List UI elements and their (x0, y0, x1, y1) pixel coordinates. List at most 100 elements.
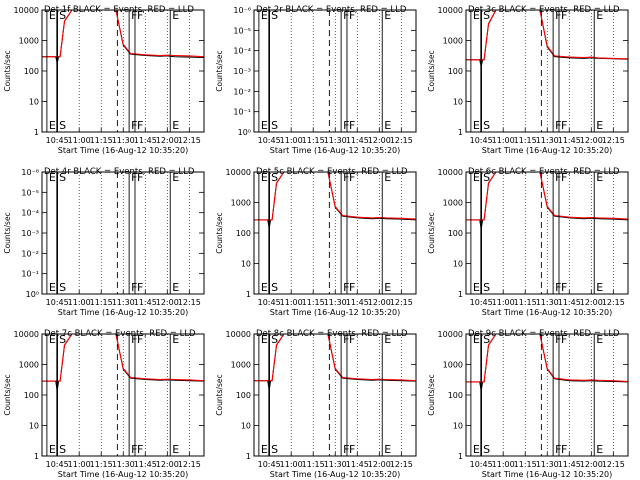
x-tick-label: 12:00 (580, 136, 603, 145)
x-tick-label: 11:30 (324, 460, 347, 469)
plot-frame (253, 171, 417, 295)
x-tick-label: 11:45 (346, 298, 369, 307)
marker-label-top: F (561, 333, 567, 346)
marker-label-bottom: S (483, 281, 490, 294)
x-tick-label: 11:15 (90, 298, 113, 307)
y-tick-label: 10⁻⁴ (21, 209, 39, 218)
x-tick-label: 12:15 (390, 136, 413, 145)
x-tick-label: 11:45 (134, 460, 157, 469)
marker-label-bottom: S (483, 443, 490, 456)
marker-label-top: F (131, 9, 137, 22)
marker-label-bottom: F (131, 443, 137, 456)
x-tick-label: 11:15 (514, 136, 537, 145)
marker-label-bottom: S (271, 281, 278, 294)
y-tick-label: 10 (241, 422, 251, 431)
series-group (42, 334, 204, 456)
marker-label-top: F (343, 171, 349, 184)
x-tick-label: 11:45 (346, 460, 369, 469)
marker-label-bottom: S (59, 281, 66, 294)
y-tick-label: 10⁻² (233, 87, 251, 96)
x-tick-label: 11:15 (302, 136, 325, 145)
x-tick-label: 11:30 (112, 136, 135, 145)
y-tick-label: 10 (453, 98, 463, 107)
y-tick-label: 10⁻⁴ (233, 47, 251, 56)
marker-label-bottom: E (172, 443, 179, 456)
x-tick-label: 12:00 (156, 136, 179, 145)
y-tick-label: 10⁻³ (233, 67, 251, 76)
marker-label-top: F (561, 9, 567, 22)
marker-label-bottom: F (349, 119, 355, 132)
marker-label-top: F (555, 9, 561, 22)
x-tick-label: 11:30 (536, 298, 559, 307)
series-group (258, 10, 383, 132)
y-tick-label: 10000 (438, 168, 463, 177)
marker-label-top: F (349, 333, 355, 346)
x-tick-label: 11:45 (558, 460, 581, 469)
marker-label-top: E (172, 9, 179, 22)
y-tick-label: 10⁻⁵ (21, 188, 39, 197)
marker-label-top: E (384, 333, 391, 346)
panel-title: Det 5c BLACK = Events, RED = LLD (256, 167, 408, 177)
y-tick-label: 1 (34, 452, 39, 461)
y-tick-label: 100 (24, 67, 39, 76)
x-axis-label: Start Time (16-Aug-12 10:35:20) (58, 146, 189, 155)
x-tick-label: 11:00 (68, 298, 91, 307)
x-tick-label: 12:15 (602, 460, 625, 469)
x-tick-label: 11:45 (558, 298, 581, 307)
x-tick-label: 10:45 (258, 460, 281, 469)
marker-label-bottom: E (473, 443, 480, 456)
panel-title: Det 7c BLACK = Events, RED = LLD (44, 329, 196, 339)
marker-label-bottom: F (561, 281, 567, 294)
marker-label-bottom: E (384, 443, 391, 456)
marker-label-bottom: S (59, 443, 66, 456)
y-tick-label: 1000 (19, 37, 39, 46)
series-group (254, 334, 416, 456)
marker-label-top: S (483, 333, 490, 346)
x-tick-label: 12:15 (602, 298, 625, 307)
series-group (254, 172, 416, 294)
x-tick-label: 11:30 (112, 298, 135, 307)
marker-label-top: E (261, 333, 268, 346)
y-axis-label: Counts/sec (215, 50, 224, 91)
marker-label-bottom: F (555, 443, 561, 456)
marker-label-top: F (555, 333, 561, 346)
x-tick-label: 11:45 (558, 136, 581, 145)
y-tick-label: 1000 (443, 37, 463, 46)
y-tick-label: 100 (236, 391, 251, 400)
y-tick-label: 1000 (443, 361, 463, 370)
y-tick-label: 10⁻² (21, 249, 39, 258)
x-tick-label: 11:45 (346, 136, 369, 145)
y-tick-label: 1000 (19, 361, 39, 370)
y-tick-label: 10⁻⁶ (21, 168, 39, 177)
marker-label-top: F (137, 333, 143, 346)
marker-label-top: E (261, 9, 268, 22)
marker-label-bottom: F (131, 281, 137, 294)
plot-frame (253, 9, 417, 133)
x-tick-label: 12:00 (368, 460, 391, 469)
marker-label-top: E (596, 9, 603, 22)
x-tick-label: 12:15 (602, 136, 625, 145)
marker-label-top: F (131, 333, 137, 346)
marker-label-top: E (596, 333, 603, 346)
marker-label-top: E (384, 9, 391, 22)
marker-label-bottom: E (172, 281, 179, 294)
x-tick-label: 11:15 (90, 136, 113, 145)
marker-label-top: E (473, 9, 480, 22)
marker-label-top: S (271, 171, 278, 184)
y-tick-label: 100 (236, 229, 251, 238)
x-tick-label: 11:00 (280, 460, 303, 469)
marker-label-top: F (343, 333, 349, 346)
marker-label-bottom: F (343, 443, 349, 456)
marker-label-top: E (473, 171, 480, 184)
marker-label-top: S (271, 333, 278, 346)
x-axis-label: Start Time (16-Aug-12 10:35:20) (270, 470, 401, 479)
series-group (42, 10, 204, 132)
marker-label-bottom: F (561, 119, 567, 132)
marker-label-bottom: F (137, 281, 143, 294)
y-tick-label: 1 (246, 290, 251, 299)
y-tick-label: 10⁰ (26, 290, 39, 299)
y-axis-label: Counts/sec (3, 212, 12, 253)
series-group (466, 334, 628, 456)
marker-label-bottom: F (343, 119, 349, 132)
